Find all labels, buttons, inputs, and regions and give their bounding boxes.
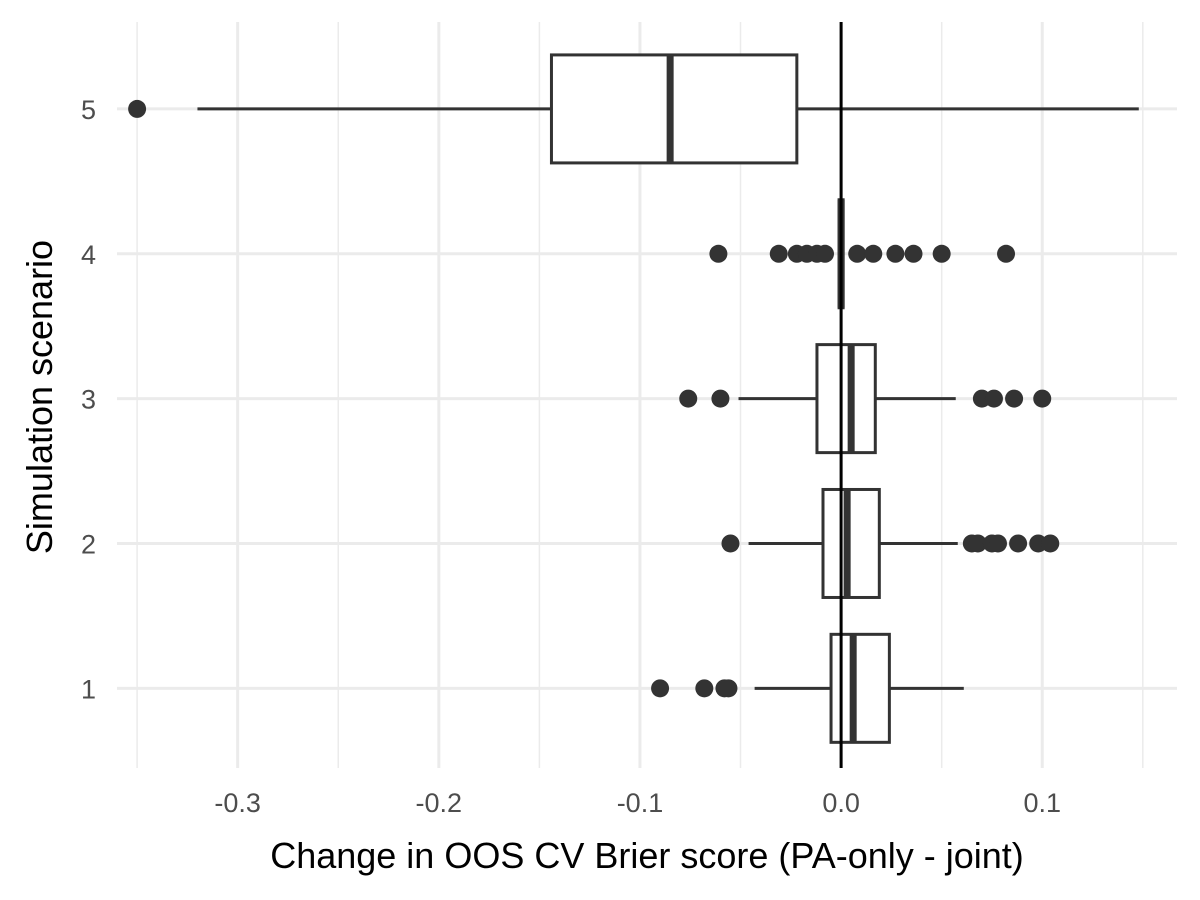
iqr-box	[549, 53, 799, 165]
outlier-point	[651, 679, 670, 698]
outlier-point	[711, 389, 730, 408]
outlier-point	[864, 244, 883, 263]
x-tick-labels: -0.3 -0.2 -0.1 0.0 0.1	[214, 788, 1061, 818]
outlier-point	[769, 244, 788, 263]
outlier-point	[719, 679, 738, 698]
outlier-point	[848, 244, 867, 263]
outlier-point	[997, 244, 1016, 263]
x-tick-label: -0.3	[214, 788, 261, 818]
iqr-box	[821, 487, 881, 599]
outlier-point	[904, 244, 923, 263]
outlier-point	[886, 244, 905, 263]
outlier-point	[816, 244, 835, 263]
outlier-point	[128, 99, 147, 118]
outlier-point	[984, 389, 1003, 408]
x-tick-label: -0.1	[617, 788, 664, 818]
y-axis-title: Simulation scenario	[19, 240, 60, 554]
x-axis-title: Change in OOS CV Brier score (PA-only - …	[270, 835, 1024, 876]
box-scenario-5	[128, 53, 1139, 165]
y-tick-label: 4	[81, 240, 96, 270]
y-tick-label: 1	[81, 674, 96, 704]
y-tick-labels: 1 2 3 4 5	[81, 95, 96, 704]
x-tick-label: 0.0	[822, 788, 860, 818]
outlier-point	[709, 244, 728, 263]
outlier-point	[988, 534, 1007, 553]
outlier-point	[679, 389, 698, 408]
outlier-point	[1009, 534, 1028, 553]
box-scenario-3	[679, 343, 1052, 455]
iqr-box	[815, 343, 877, 455]
outlier-point	[1005, 389, 1024, 408]
y-tick-label: 5	[81, 95, 96, 125]
outlier-point	[1041, 534, 1060, 553]
box-scenario-1	[651, 632, 964, 744]
box-scenario-2	[721, 487, 1060, 599]
y-tick-label: 2	[81, 529, 96, 559]
outlier-point	[932, 244, 951, 263]
outlier-point	[968, 534, 987, 553]
y-tick-label: 3	[81, 385, 96, 415]
outlier-point	[721, 534, 740, 553]
x-tick-label: 0.1	[1023, 788, 1061, 818]
x-tick-label: -0.2	[416, 788, 463, 818]
outlier-point	[695, 679, 714, 698]
outlier-point	[1033, 389, 1052, 408]
